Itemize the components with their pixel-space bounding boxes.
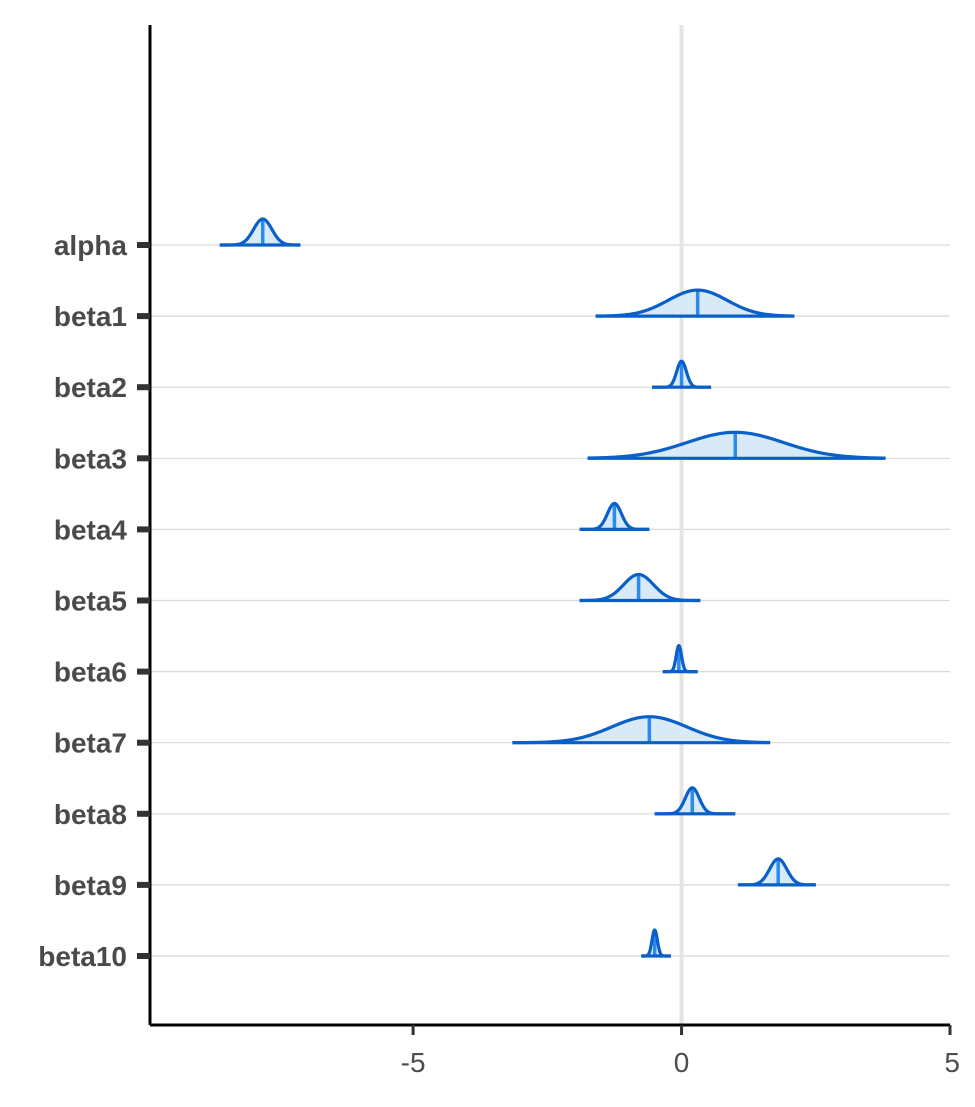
ridge-beta7 <box>512 715 771 745</box>
ridge-beta9 <box>736 857 817 887</box>
ridge-outline-beta1 <box>595 288 795 318</box>
y-tick-label-beta7: beta7 <box>54 728 127 759</box>
ridge-beta4 <box>578 501 651 532</box>
ridge-beta2 <box>650 359 713 389</box>
x-tick-label-1: 0 <box>674 1047 690 1078</box>
x-tick-label-0: -5 <box>401 1047 426 1078</box>
y-tick-label-alpha: alpha <box>54 230 128 261</box>
x-tick-label-2: 5 <box>944 1047 960 1078</box>
ridge-outline-beta3 <box>587 430 886 460</box>
y-tick-label-beta6: beta6 <box>54 657 127 688</box>
y-tick-label-beta2: beta2 <box>54 372 127 403</box>
ridge-alpha <box>218 217 302 247</box>
ridge-beta10 <box>639 928 673 958</box>
ridge-fill-beta7 <box>512 716 771 743</box>
y-tick-label-beta1: beta1 <box>54 301 127 332</box>
y-axis-ticks: alpha beta1 beta2 beta3 beta4 beta5 beta6 beta7… <box>38 230 150 972</box>
ridge-beta5 <box>578 572 702 603</box>
ridge-fill-alpha <box>219 219 301 245</box>
y-tick-label-beta4: beta4 <box>54 514 128 545</box>
ridge-beta3 <box>587 430 886 460</box>
ridge-beta6 <box>661 644 700 674</box>
y-tick-label-beta3: beta3 <box>54 443 127 474</box>
ridge-beta8 <box>653 786 737 816</box>
y-tick-label-beta8: beta8 <box>54 799 127 830</box>
ridge-fill-beta8 <box>654 787 736 814</box>
grid-lines <box>150 244 950 957</box>
y-tick-label-beta10: beta10 <box>38 941 127 972</box>
y-tick-label-beta9: beta9 <box>54 870 127 901</box>
density-ridges <box>218 217 886 958</box>
ridge-beta1 <box>595 288 795 318</box>
y-tick-label-beta5: beta5 <box>54 586 127 617</box>
x-axis-ticks: -5 0 5 <box>401 1025 960 1078</box>
ridge-fill-beta1 <box>595 290 795 317</box>
